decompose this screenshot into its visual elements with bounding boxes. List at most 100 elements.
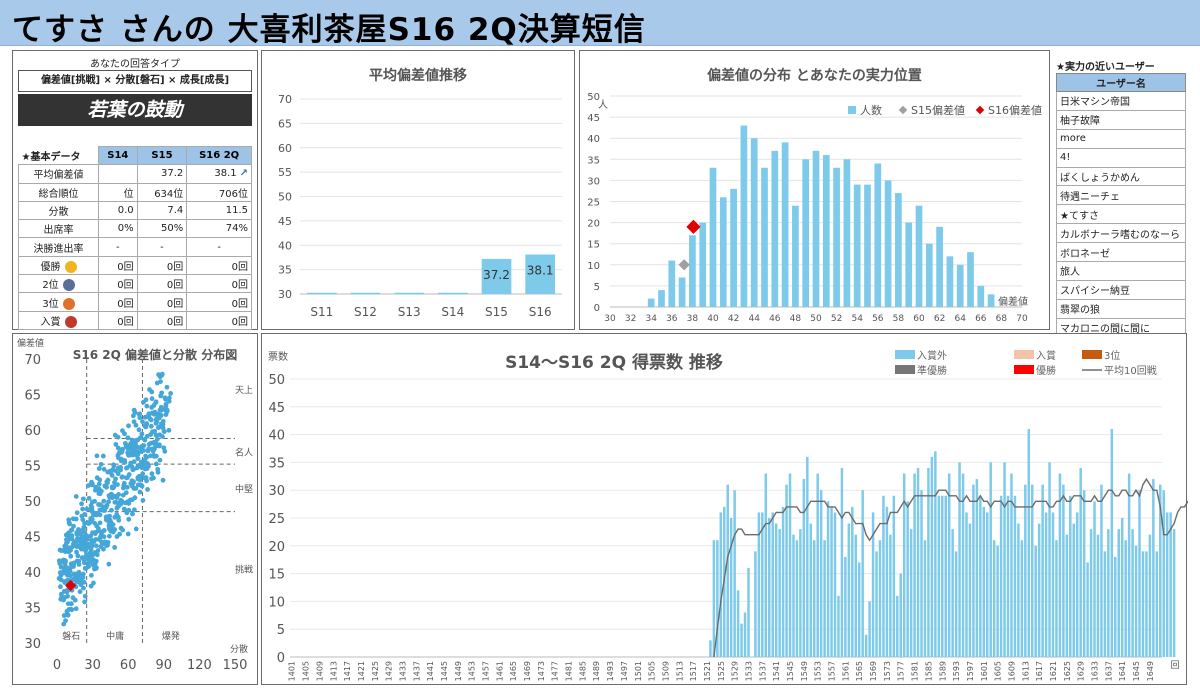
- scatter-point: [136, 427, 142, 433]
- user-name[interactable]: 4!: [1056, 147, 1186, 168]
- user-row[interactable]: カルボナーラ嗜むのなーら: [1056, 223, 1186, 244]
- y-tick-label: 30: [24, 637, 41, 652]
- user-name[interactable]: 翡翠の狼: [1056, 298, 1186, 319]
- user-row[interactable]: ★てすさ: [1056, 204, 1186, 225]
- basic-cell: -: [136, 237, 188, 257]
- scatter-point: [127, 452, 133, 458]
- scatter-point: [136, 473, 142, 479]
- scatter-point: [64, 569, 70, 575]
- x-tick-label: 1569: [869, 661, 878, 681]
- bar: [719, 197, 727, 307]
- bar: [986, 512, 989, 657]
- user-row[interactable]: 旅人: [1056, 261, 1186, 281]
- basic-row: 決勝進出率 - - -: [18, 237, 252, 257]
- bar: [1117, 529, 1120, 657]
- x-tick-label: 1405: [302, 661, 311, 681]
- user-name[interactable]: 柚子故障: [1056, 109, 1186, 130]
- bar: [823, 540, 826, 657]
- bar: [822, 155, 830, 307]
- x-tick-label: 1497: [620, 661, 629, 681]
- scatter-point: [63, 558, 68, 564]
- user-name[interactable]: スパイシー納豆: [1056, 279, 1186, 300]
- zone-label: 磐石: [62, 630, 80, 642]
- legend-swatch: [1014, 350, 1034, 359]
- scatter-point: [89, 482, 95, 488]
- basic-cell-value: 位: [123, 188, 134, 200]
- scatter-point: [153, 399, 159, 405]
- scatter-point: [140, 462, 146, 468]
- bar: [709, 640, 712, 657]
- scatter-point: [58, 584, 63, 590]
- bar: [913, 473, 916, 657]
- scatter-point: [91, 563, 97, 569]
- legend-swatch: [895, 365, 915, 374]
- user-name[interactable]: more: [1056, 128, 1186, 149]
- user-row[interactable]: ばくしょうかめん: [1056, 166, 1186, 187]
- bar: [1169, 512, 1172, 657]
- scatter-point: [129, 497, 135, 503]
- bar: [915, 205, 923, 307]
- x-tick-label: 1605: [994, 661, 1003, 681]
- x-tick-label: 60: [913, 314, 925, 324]
- user-name[interactable]: ★てすさ: [1056, 204, 1186, 225]
- bar: [853, 184, 861, 307]
- x-tick-label: 40: [707, 314, 719, 324]
- user-name[interactable]: カルボナーラ嗜むのなーら: [1056, 223, 1186, 244]
- legend-swatch: [975, 105, 985, 115]
- scatter-point: [115, 452, 121, 458]
- user-name[interactable]: ばくしょうかめん: [1056, 166, 1186, 187]
- scatter-point: [148, 453, 153, 459]
- user-name[interactable]: 待遇ニーチェ: [1056, 185, 1186, 206]
- basic-cell: 0%: [98, 219, 138, 239]
- bar: [1044, 512, 1048, 657]
- scatter-point: [151, 454, 157, 459]
- x-tick-label: 1401: [288, 661, 297, 681]
- scatter-point: [133, 438, 139, 443]
- zone-label: 天上: [235, 385, 253, 396]
- x-tick-label: 1501: [634, 661, 643, 681]
- user-name[interactable]: ボロネーゼ: [1056, 242, 1186, 263]
- basic-cell-value: 0回: [117, 280, 134, 292]
- user-row[interactable]: 日米マシン帝国: [1056, 91, 1186, 111]
- legend-label: 3位: [1104, 349, 1120, 362]
- bar: [816, 473, 819, 657]
- user-row[interactable]: more: [1056, 128, 1186, 149]
- x-tick-label: 1521: [703, 661, 712, 681]
- basic-cell-value: 0回: [117, 261, 134, 273]
- bar: [902, 473, 906, 657]
- basic-cell: 634位: [136, 182, 188, 202]
- scatter-point: [159, 390, 165, 396]
- user-row[interactable]: ボロネーゼ: [1056, 242, 1186, 263]
- y-tick-label: 5: [594, 282, 600, 293]
- scatter-point: [110, 522, 116, 528]
- basic-cell: [98, 164, 138, 184]
- scatter-point: [142, 457, 148, 463]
- user-row[interactable]: 柚子故障: [1056, 109, 1186, 130]
- scatter-point: [114, 505, 120, 511]
- x-tick-label: 1433: [398, 661, 407, 681]
- x-tick-label: 1593: [952, 661, 961, 681]
- user-row[interactable]: 4!: [1056, 147, 1186, 168]
- user-row[interactable]: 翡翠の狼: [1056, 298, 1186, 319]
- scatter-point: [84, 533, 89, 539]
- user-row[interactable]: 待遇ニーチェ: [1056, 185, 1186, 206]
- basic-cell-value: 0回: [166, 316, 184, 328]
- scatter-point: [125, 531, 131, 537]
- legend-swatch: [895, 350, 915, 359]
- bar: [1082, 490, 1086, 657]
- bar: [812, 150, 820, 307]
- bar: [843, 159, 851, 307]
- bar: [740, 125, 748, 307]
- y-tick-label: 70: [24, 353, 41, 368]
- scatter-point: [103, 517, 109, 523]
- user-name[interactable]: 旅人: [1056, 261, 1186, 281]
- scatter-point: [88, 572, 94, 578]
- y-tick-label: 45: [587, 113, 600, 124]
- y-tick-label: 30: [268, 484, 285, 499]
- user-name[interactable]: 日米マシン帝国: [1056, 91, 1186, 111]
- scatter-point: [168, 390, 174, 396]
- user-row[interactable]: スパイシー納豆: [1056, 279, 1186, 300]
- scatter-point: [163, 412, 169, 417]
- bar: [764, 473, 768, 657]
- scatter-point: [137, 411, 143, 417]
